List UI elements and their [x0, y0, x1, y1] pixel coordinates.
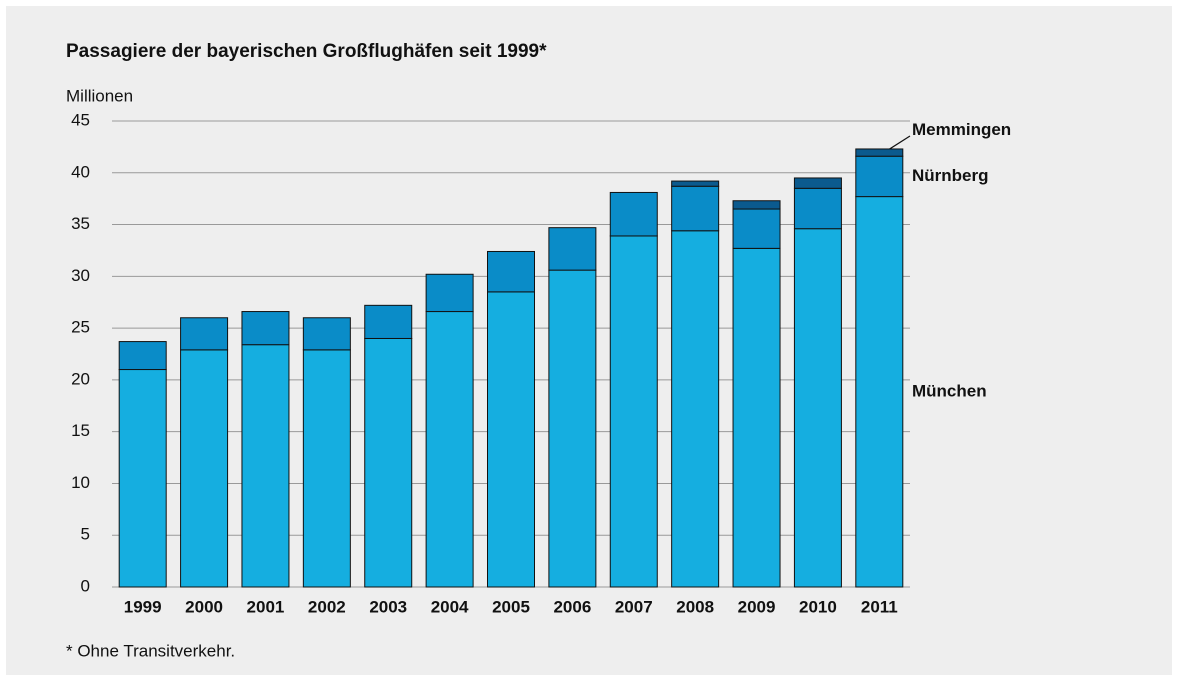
y-tick-label: 10 [71, 473, 90, 492]
legend-label: Memmingen [912, 120, 1011, 139]
bar-segment [793, 187, 842, 230]
footnote: * Ohne Transitverkehr. [66, 641, 235, 660]
bar-segment [425, 311, 474, 588]
bar-segment [793, 228, 842, 588]
x-tick-label: 2009 [738, 597, 776, 616]
bar-segment [793, 177, 842, 189]
bar-segment [487, 250, 535, 293]
bar-segment [302, 317, 351, 351]
x-tick-label: 2008 [676, 597, 714, 616]
y-tick-label: 15 [71, 421, 90, 440]
bar-segment [732, 208, 781, 249]
x-tick-label: 2002 [308, 597, 346, 616]
bar-segment [118, 369, 167, 588]
y-tick-label: 25 [71, 318, 90, 337]
x-tick-label: 1999 [124, 597, 162, 616]
bar-segment [855, 155, 904, 198]
legend-label: München [912, 381, 987, 400]
bar-segment [671, 185, 720, 232]
bar-segment [487, 291, 535, 588]
bar-segment [548, 269, 597, 588]
chart-title: Passagiere der bayerischen Großflughäfen… [66, 41, 547, 62]
bar-segment [118, 341, 167, 371]
bar-segment [609, 235, 658, 588]
x-tick-label: 2001 [247, 597, 285, 616]
x-tick-label: 2011 [861, 597, 898, 616]
x-tick-label: 2003 [369, 597, 407, 616]
x-tick-label: 2006 [553, 597, 591, 616]
x-tick-label: 2000 [185, 597, 223, 616]
bar-segment [855, 196, 904, 588]
bar-segment [671, 180, 720, 187]
y-tick-label: 30 [71, 266, 90, 285]
y-tick-label: 35 [71, 214, 90, 233]
y-tick-label: 20 [71, 369, 90, 388]
bar-segment [548, 227, 597, 271]
y-tick-label: 0 [81, 576, 90, 595]
bar-segment [302, 349, 351, 588]
y-tick-label: 40 [71, 162, 90, 181]
bar-segment [364, 337, 413, 588]
legend-label: Nürnberg [912, 166, 989, 185]
leader-line [887, 135, 911, 151]
bar-segment [180, 349, 229, 588]
bar-segment [732, 247, 781, 588]
bar-segment [364, 304, 413, 339]
bar-segment [180, 317, 229, 351]
bar-segment [609, 191, 658, 237]
bar-segment [671, 230, 720, 588]
bar-segment [732, 200, 781, 210]
y-tick-label: 45 [71, 110, 90, 129]
y-axis-label: Millionen [66, 86, 133, 105]
bar-segment [241, 311, 290, 346]
x-tick-label: 2004 [431, 597, 469, 616]
bar-segment [241, 344, 290, 588]
y-tick-label: 5 [81, 525, 90, 544]
bar-segment [425, 273, 474, 313]
x-tick-label: 2005 [492, 597, 530, 616]
bar-segment [855, 148, 904, 157]
x-tick-label: 2010 [799, 597, 837, 616]
x-tick-label: 2007 [615, 597, 653, 616]
